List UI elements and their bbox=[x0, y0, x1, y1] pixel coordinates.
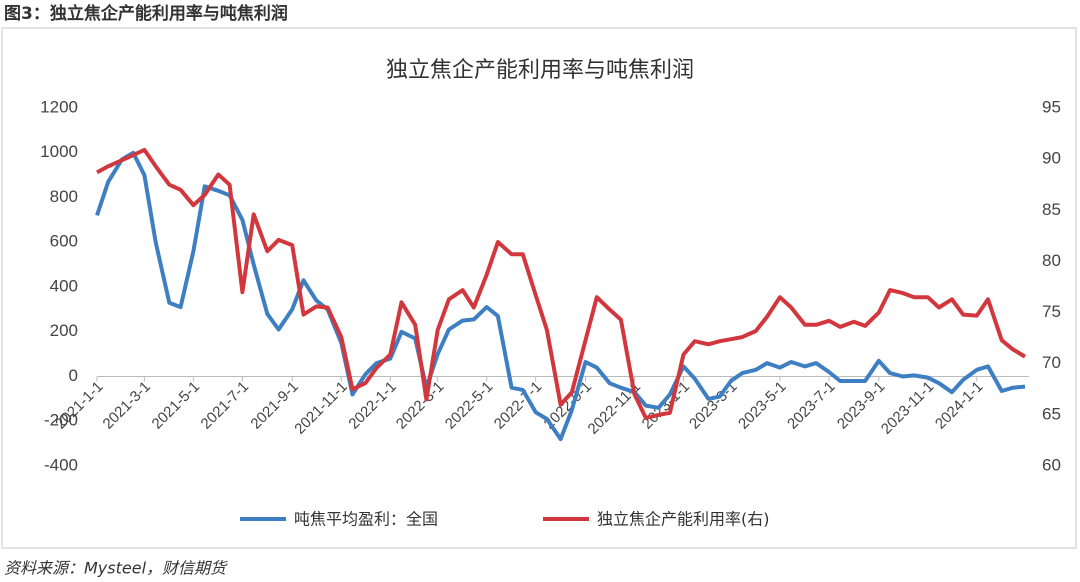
y-tick-label: 1200 bbox=[40, 97, 78, 116]
source-note: 资料来源：Mysteel，财信期货 bbox=[4, 559, 228, 578]
y2-tick-label: 70 bbox=[1042, 353, 1061, 372]
chart-title: 独立焦企产能利用率与吨焦利润 bbox=[386, 58, 694, 83]
y2-tick-label: 90 bbox=[1042, 149, 1061, 168]
y-tick-label: 1000 bbox=[40, 142, 78, 161]
x-tick-label: 2022-3-1 bbox=[393, 378, 447, 432]
x-tick-label: 2023-7-1 bbox=[784, 378, 838, 432]
y2-tick-label: 95 bbox=[1042, 97, 1061, 116]
legend-label: 吨焦平均盈利：全国 bbox=[294, 510, 438, 529]
y-tick-label: 600 bbox=[50, 232, 78, 251]
y2-tick-label: 85 bbox=[1042, 200, 1061, 219]
x-tick-label: 2021-7-1 bbox=[198, 378, 252, 432]
y-tick-label: 0 bbox=[69, 366, 78, 385]
y-tick-label: 800 bbox=[50, 187, 78, 206]
figure-label: 图3：独立焦企产能利用率与吨焦利润 bbox=[4, 3, 288, 24]
x-tick-label: 2021-5-1 bbox=[149, 378, 203, 432]
x-tick-label: 2022-5-1 bbox=[442, 378, 496, 432]
x-tick-label: 2023-3-1 bbox=[686, 378, 740, 432]
legend-label: 独立焦企产能利用率(右) bbox=[597, 510, 770, 529]
x-tick-label: 2022-7-1 bbox=[491, 378, 545, 432]
y2-tick-label: 65 bbox=[1042, 404, 1061, 423]
x-tick-label: 2021-1-1 bbox=[52, 378, 106, 432]
y2-tick-label: 75 bbox=[1042, 302, 1061, 321]
y-tick-label: -400 bbox=[44, 455, 78, 474]
x-tick-label: 2021-3-1 bbox=[100, 378, 154, 432]
y-tick-label: -200 bbox=[44, 411, 78, 430]
x-tick-label: 2023-5-1 bbox=[735, 378, 789, 432]
y-tick-label: 200 bbox=[50, 321, 78, 340]
y2-tick-label: 60 bbox=[1042, 455, 1061, 474]
y2-tick-label: 80 bbox=[1042, 251, 1061, 270]
y-tick-label: 400 bbox=[50, 276, 78, 295]
x-tick-label: 2021-11-1 bbox=[291, 378, 351, 438]
series-line bbox=[96, 147, 1027, 420]
chart-frame bbox=[1, 27, 1077, 549]
x-tick-label: 2023-11-1 bbox=[878, 378, 938, 438]
